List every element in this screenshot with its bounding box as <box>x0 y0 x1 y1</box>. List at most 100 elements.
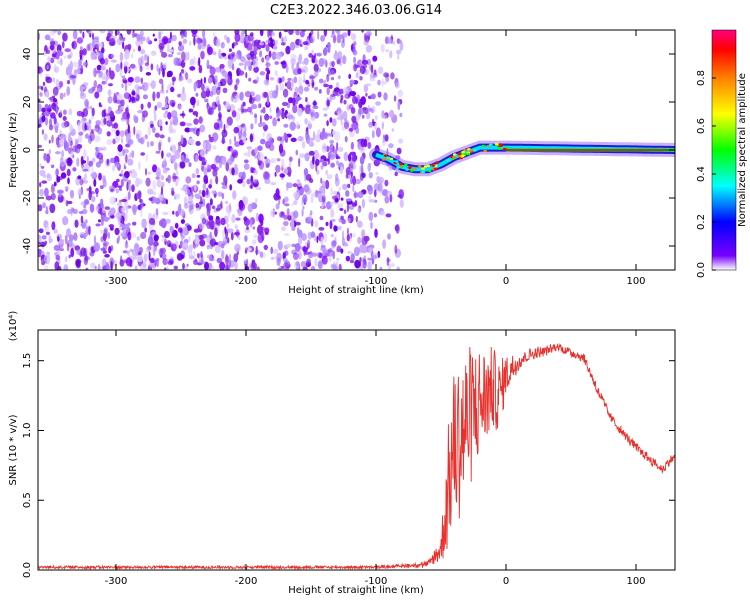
noise-blob <box>165 95 168 106</box>
noise-blob <box>353 56 357 64</box>
noise-blob <box>46 174 53 182</box>
noise-blob <box>167 174 171 184</box>
noise-blob <box>198 116 203 124</box>
noise-blob <box>93 242 101 252</box>
noise-blob <box>199 239 206 247</box>
noise-blob <box>398 138 404 144</box>
noise-blob <box>239 91 244 101</box>
noise-blob <box>173 116 179 126</box>
noise-blob <box>38 123 42 128</box>
noise-blob <box>118 187 123 191</box>
noise-blob <box>212 145 217 150</box>
noise-blob <box>231 43 235 49</box>
noise-blob <box>350 33 357 40</box>
noise-blob <box>241 30 245 34</box>
noise-blob <box>385 213 392 218</box>
noise-blob <box>82 108 89 117</box>
noise-blob <box>161 51 168 58</box>
noise-blob <box>59 92 64 100</box>
track-speckle <box>503 147 507 151</box>
noise-blob <box>180 91 187 102</box>
noise-blob <box>387 233 391 240</box>
noise-blob <box>332 190 338 195</box>
noise-blob <box>57 176 61 183</box>
noise-blob <box>95 187 99 194</box>
noise-blob <box>286 181 289 191</box>
noise-blob <box>247 247 252 252</box>
snr-panel: -300 -200 -100 0 100 0.0 0.5 1.0 1.5 Height of s… <box>8 311 676 596</box>
noise-blob <box>140 231 147 240</box>
noise-blob <box>100 198 104 205</box>
noise-blob <box>293 252 299 260</box>
noise-blob <box>350 141 354 150</box>
noise-blob <box>198 57 201 67</box>
noise-blob <box>398 189 405 200</box>
noise-blob <box>82 48 87 56</box>
noise-blob <box>234 262 239 270</box>
noise-blob <box>341 218 346 225</box>
noise-blob <box>187 195 194 205</box>
noise-blob <box>88 226 91 236</box>
noise-blob <box>155 208 159 217</box>
noise-blob <box>108 114 111 122</box>
noise-blob <box>40 86 44 91</box>
noise-blob <box>241 59 248 63</box>
noise-blob <box>166 85 170 91</box>
noise-blob <box>129 259 133 268</box>
noise-blob <box>377 79 381 86</box>
noise-blob <box>359 145 366 154</box>
noise-blob <box>120 99 125 107</box>
noise-blob <box>188 138 195 144</box>
noise-blob <box>91 164 94 175</box>
noise-blob <box>161 36 169 45</box>
noise-blob <box>101 265 107 270</box>
noise-blob <box>273 45 278 50</box>
noise-blob <box>159 125 163 131</box>
noise-blob <box>121 169 124 176</box>
noise-blob <box>257 145 263 151</box>
noise-blob <box>347 218 351 223</box>
noise-blob <box>38 103 42 112</box>
noise-blob <box>310 231 316 239</box>
noise-blob <box>69 124 73 133</box>
track-speckle <box>435 161 440 164</box>
noise-blob <box>253 265 257 270</box>
noise-blob <box>295 30 300 36</box>
noise-blob <box>89 131 95 142</box>
noise-blob <box>388 263 391 270</box>
noise-blob <box>246 42 253 51</box>
noise-blob <box>317 260 323 270</box>
noise-blob <box>249 94 253 104</box>
noise-blob <box>237 50 241 55</box>
noise-blob <box>181 33 184 40</box>
noise-blob <box>368 211 374 222</box>
noise-blob <box>83 149 87 159</box>
noise-blob <box>167 111 172 120</box>
noise-blob <box>399 41 404 52</box>
noise-blob <box>50 193 56 201</box>
noise-blob <box>140 103 144 110</box>
noise-blob <box>85 219 88 224</box>
noise-blob <box>73 232 78 241</box>
noise-blob <box>140 152 145 156</box>
noise-blob <box>244 228 251 233</box>
noise-blob <box>337 203 344 210</box>
noise-blob <box>350 176 353 185</box>
noise-blob <box>339 208 344 211</box>
noise-blob <box>310 30 314 35</box>
noise-blob <box>298 76 303 87</box>
noise-blob <box>155 176 160 180</box>
noise-blob <box>343 121 350 130</box>
noise-blob <box>354 64 360 68</box>
noise-blob <box>387 36 392 44</box>
noise-blob <box>191 173 196 179</box>
noise-blob <box>258 103 262 109</box>
noise-blob <box>377 250 381 258</box>
noise-blob <box>289 121 296 131</box>
noise-blob <box>109 196 116 205</box>
noise-blob <box>140 49 146 55</box>
noise-blob <box>195 141 201 146</box>
noise-blob <box>254 113 257 118</box>
noise-blob <box>216 100 220 107</box>
noise-blob <box>207 164 212 169</box>
